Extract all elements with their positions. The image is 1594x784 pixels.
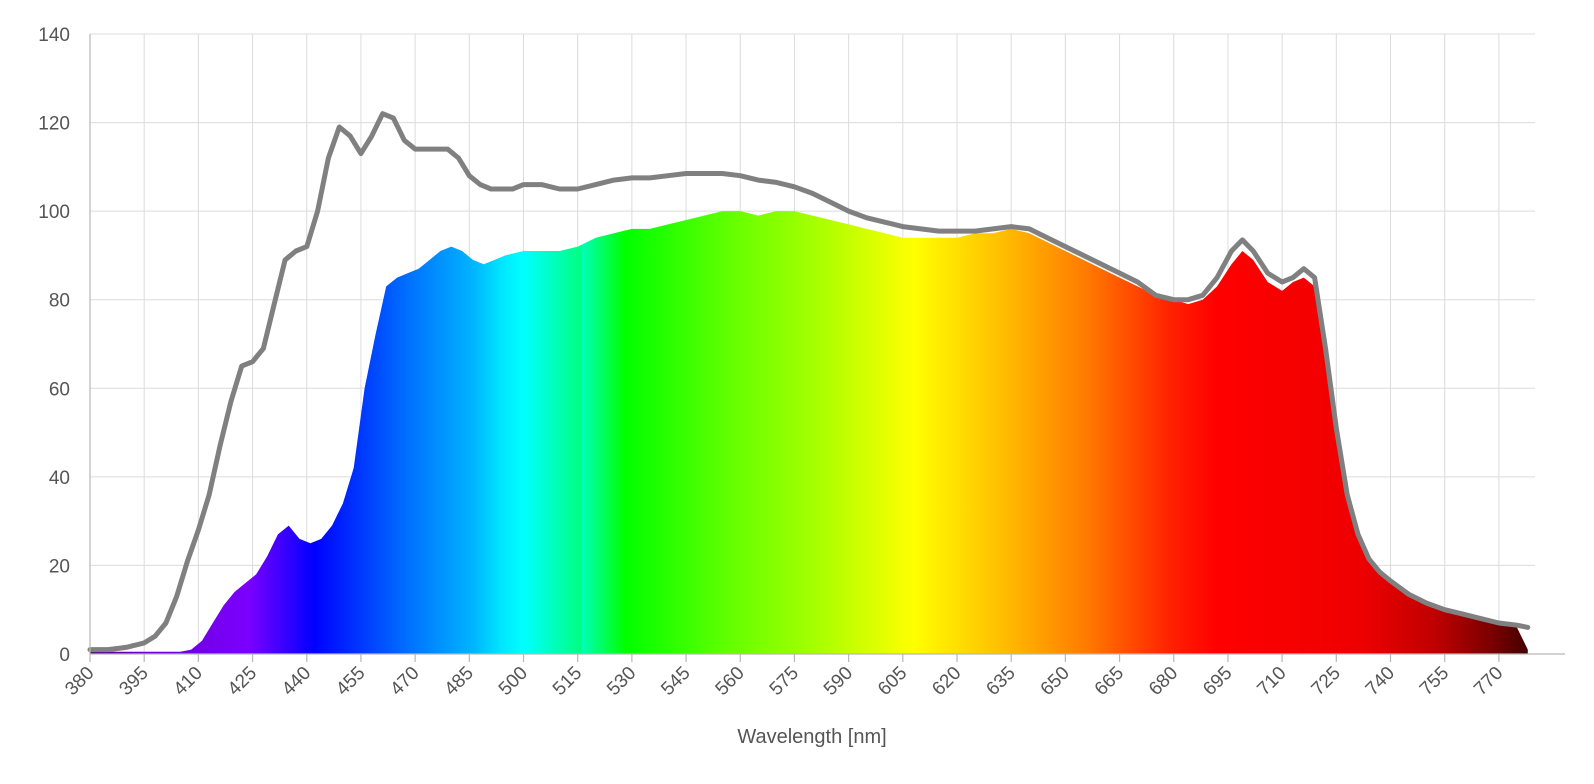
chart-axes [89,34,1565,662]
y-tick-label: 80 [49,291,70,312]
x-tick-label: 680 [1145,663,1182,700]
y-tick-label: 20 [49,556,70,577]
spectrum-area-layer [90,211,1528,654]
y-tick-label: 100 [38,202,70,223]
x-tick-label: 665 [1091,663,1128,700]
x-tick-label: 470 [386,663,423,700]
x-tick-label: 515 [549,663,586,700]
x-axis-title: Wavelength [nm] [737,726,886,748]
outline-series-line [87,111,1531,653]
x-tick-label: 530 [603,663,640,700]
x-tick-label: 425 [224,663,261,700]
y-tick-label: 60 [49,379,70,400]
x-tick-label: 500 [495,663,532,700]
x-tick-label: 695 [1199,663,1236,700]
y-tick-label: 0 [59,645,70,666]
outline-layer [87,111,1531,653]
y-tick-labels: 0 20 40 60 80 100 120 140 [38,25,70,666]
x-tick-label: 755 [1416,663,1453,700]
x-tick-label: 740 [1362,663,1399,700]
x-tick-label: 710 [1253,663,1290,700]
x-tick-label: 635 [982,663,1019,700]
spectrum-area [90,211,1528,654]
x-tick-label: 560 [712,663,749,700]
y-tick-label: 120 [38,114,70,135]
x-tick-label: 410 [170,663,207,700]
x-tick-label: 485 [441,663,478,700]
x-tick-label: 590 [820,663,857,700]
x-tick-label: 620 [928,663,965,700]
x-tick-labels: 380 395 410 425 440 455 470 485 500 515 530 545 560 5… [61,663,1507,700]
y-tick-label: 140 [38,25,70,46]
x-tick-label: 605 [874,663,911,700]
x-tick-label: 650 [1037,663,1074,700]
x-tick-label: 725 [1308,663,1345,700]
x-tick-label: 545 [657,663,694,700]
x-tick-label: 575 [766,663,803,700]
y-tick-label: 40 [49,468,70,489]
x-tick-label: 380 [61,663,98,700]
x-tick-label: 455 [332,663,369,700]
x-tick-label: 770 [1470,663,1507,700]
x-tick-label: 440 [278,663,315,700]
x-tick-label: 395 [115,663,152,700]
